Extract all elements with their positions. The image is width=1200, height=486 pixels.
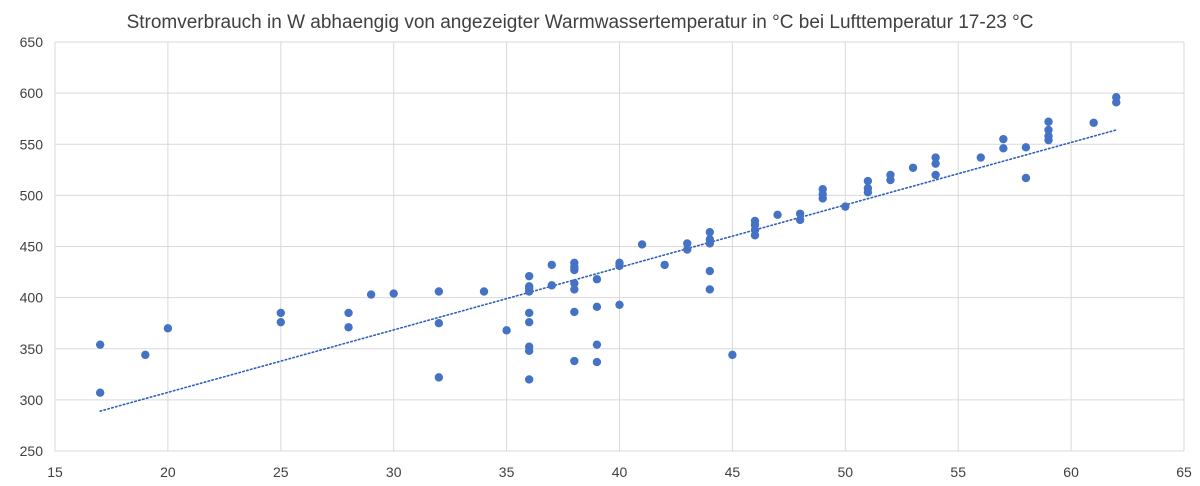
data-point (999, 144, 1008, 153)
data-point (592, 340, 602, 349)
data-point (795, 215, 805, 225)
data-point (683, 239, 692, 248)
data-point (931, 153, 940, 162)
data-point (1021, 173, 1031, 183)
x-tick-label: 45 (725, 464, 741, 480)
data-point (524, 287, 534, 296)
y-tick-label: 250 (20, 443, 44, 459)
data-point (344, 323, 353, 332)
data-point (547, 260, 556, 270)
y-axis-ticks: 250 300 350 400 450 500 550 600 650 (20, 34, 44, 459)
trendline-layer (99, 129, 1118, 412)
data-point (1021, 143, 1031, 152)
data-point (1044, 125, 1053, 135)
y-tick-label: 400 (20, 290, 44, 306)
data-point (705, 285, 715, 294)
x-tick-label: 55 (950, 464, 966, 480)
data-point (637, 240, 647, 249)
data-point (683, 245, 692, 254)
x-tick-label: 20 (160, 464, 176, 480)
data-point (276, 308, 285, 318)
data-point (366, 290, 376, 299)
data-point (524, 271, 534, 281)
x-tick-label: 50 (838, 464, 854, 480)
x-tick-label: 35 (499, 464, 515, 480)
data-point (863, 188, 873, 197)
data-point (615, 261, 624, 271)
grid-lines (54, 41, 1185, 452)
data-point (502, 326, 511, 335)
data-point (931, 159, 940, 168)
data-point (570, 279, 579, 288)
data-point (773, 210, 782, 220)
data-point (592, 302, 602, 312)
data-point (570, 265, 579, 275)
data-point (1044, 135, 1053, 145)
data-point (1112, 98, 1121, 107)
data-point (931, 170, 940, 180)
data-point (141, 350, 150, 360)
x-tick-label: 40 (612, 464, 628, 480)
y-tick-label: 450 (20, 239, 44, 255)
data-point (524, 375, 534, 384)
data-point (434, 373, 444, 382)
y-tick-label: 300 (20, 392, 44, 408)
data-point (999, 134, 1008, 144)
data-point (976, 153, 985, 162)
x-tick-label: 60 (1063, 464, 1079, 480)
data-point (728, 350, 737, 360)
x-tick-label: 15 (47, 464, 63, 480)
chart-title: Stromverbrauch in W abhaengig von angeze… (127, 12, 1034, 33)
data-point (276, 317, 285, 327)
data-point (570, 356, 579, 366)
data-point (750, 231, 760, 240)
data-point (1089, 118, 1098, 127)
data-point (705, 266, 715, 276)
data-points (95, 93, 1121, 397)
data-point (434, 318, 444, 328)
x-tick-label: 25 (273, 464, 289, 480)
data-point (570, 285, 579, 294)
data-point (163, 324, 173, 333)
data-point (886, 175, 895, 185)
x-tick-label: 65 (1176, 464, 1192, 480)
data-point (547, 281, 556, 290)
data-point (389, 289, 398, 298)
data-point (570, 307, 579, 317)
data-point (592, 275, 602, 284)
data-point (705, 227, 715, 237)
data-point (524, 317, 534, 327)
data-point (434, 287, 444, 296)
data-point (592, 357, 602, 367)
data-point (344, 308, 353, 318)
data-point (524, 308, 534, 318)
data-point (705, 239, 715, 248)
data-point (524, 346, 534, 355)
data-point (95, 388, 105, 397)
x-tick-label: 30 (386, 464, 402, 480)
data-point (818, 194, 827, 203)
data-point (841, 202, 850, 211)
data-point (795, 209, 805, 218)
data-point (95, 340, 105, 349)
data-point (908, 163, 918, 172)
y-tick-label: 550 (20, 136, 44, 152)
data-point (479, 287, 489, 296)
data-point (660, 260, 669, 270)
y-tick-label: 350 (20, 341, 44, 357)
y-tick-label: 650 (20, 34, 44, 50)
y-tick-label: 500 (20, 187, 44, 203)
data-point (615, 300, 624, 309)
data-point (863, 176, 873, 186)
linear-trendline (99, 129, 1118, 412)
data-point (1044, 117, 1053, 126)
x-axis-ticks: 15 20 25 30 35 40 45 50 55 60 65 (47, 464, 1192, 480)
y-tick-label: 600 (20, 85, 44, 101)
